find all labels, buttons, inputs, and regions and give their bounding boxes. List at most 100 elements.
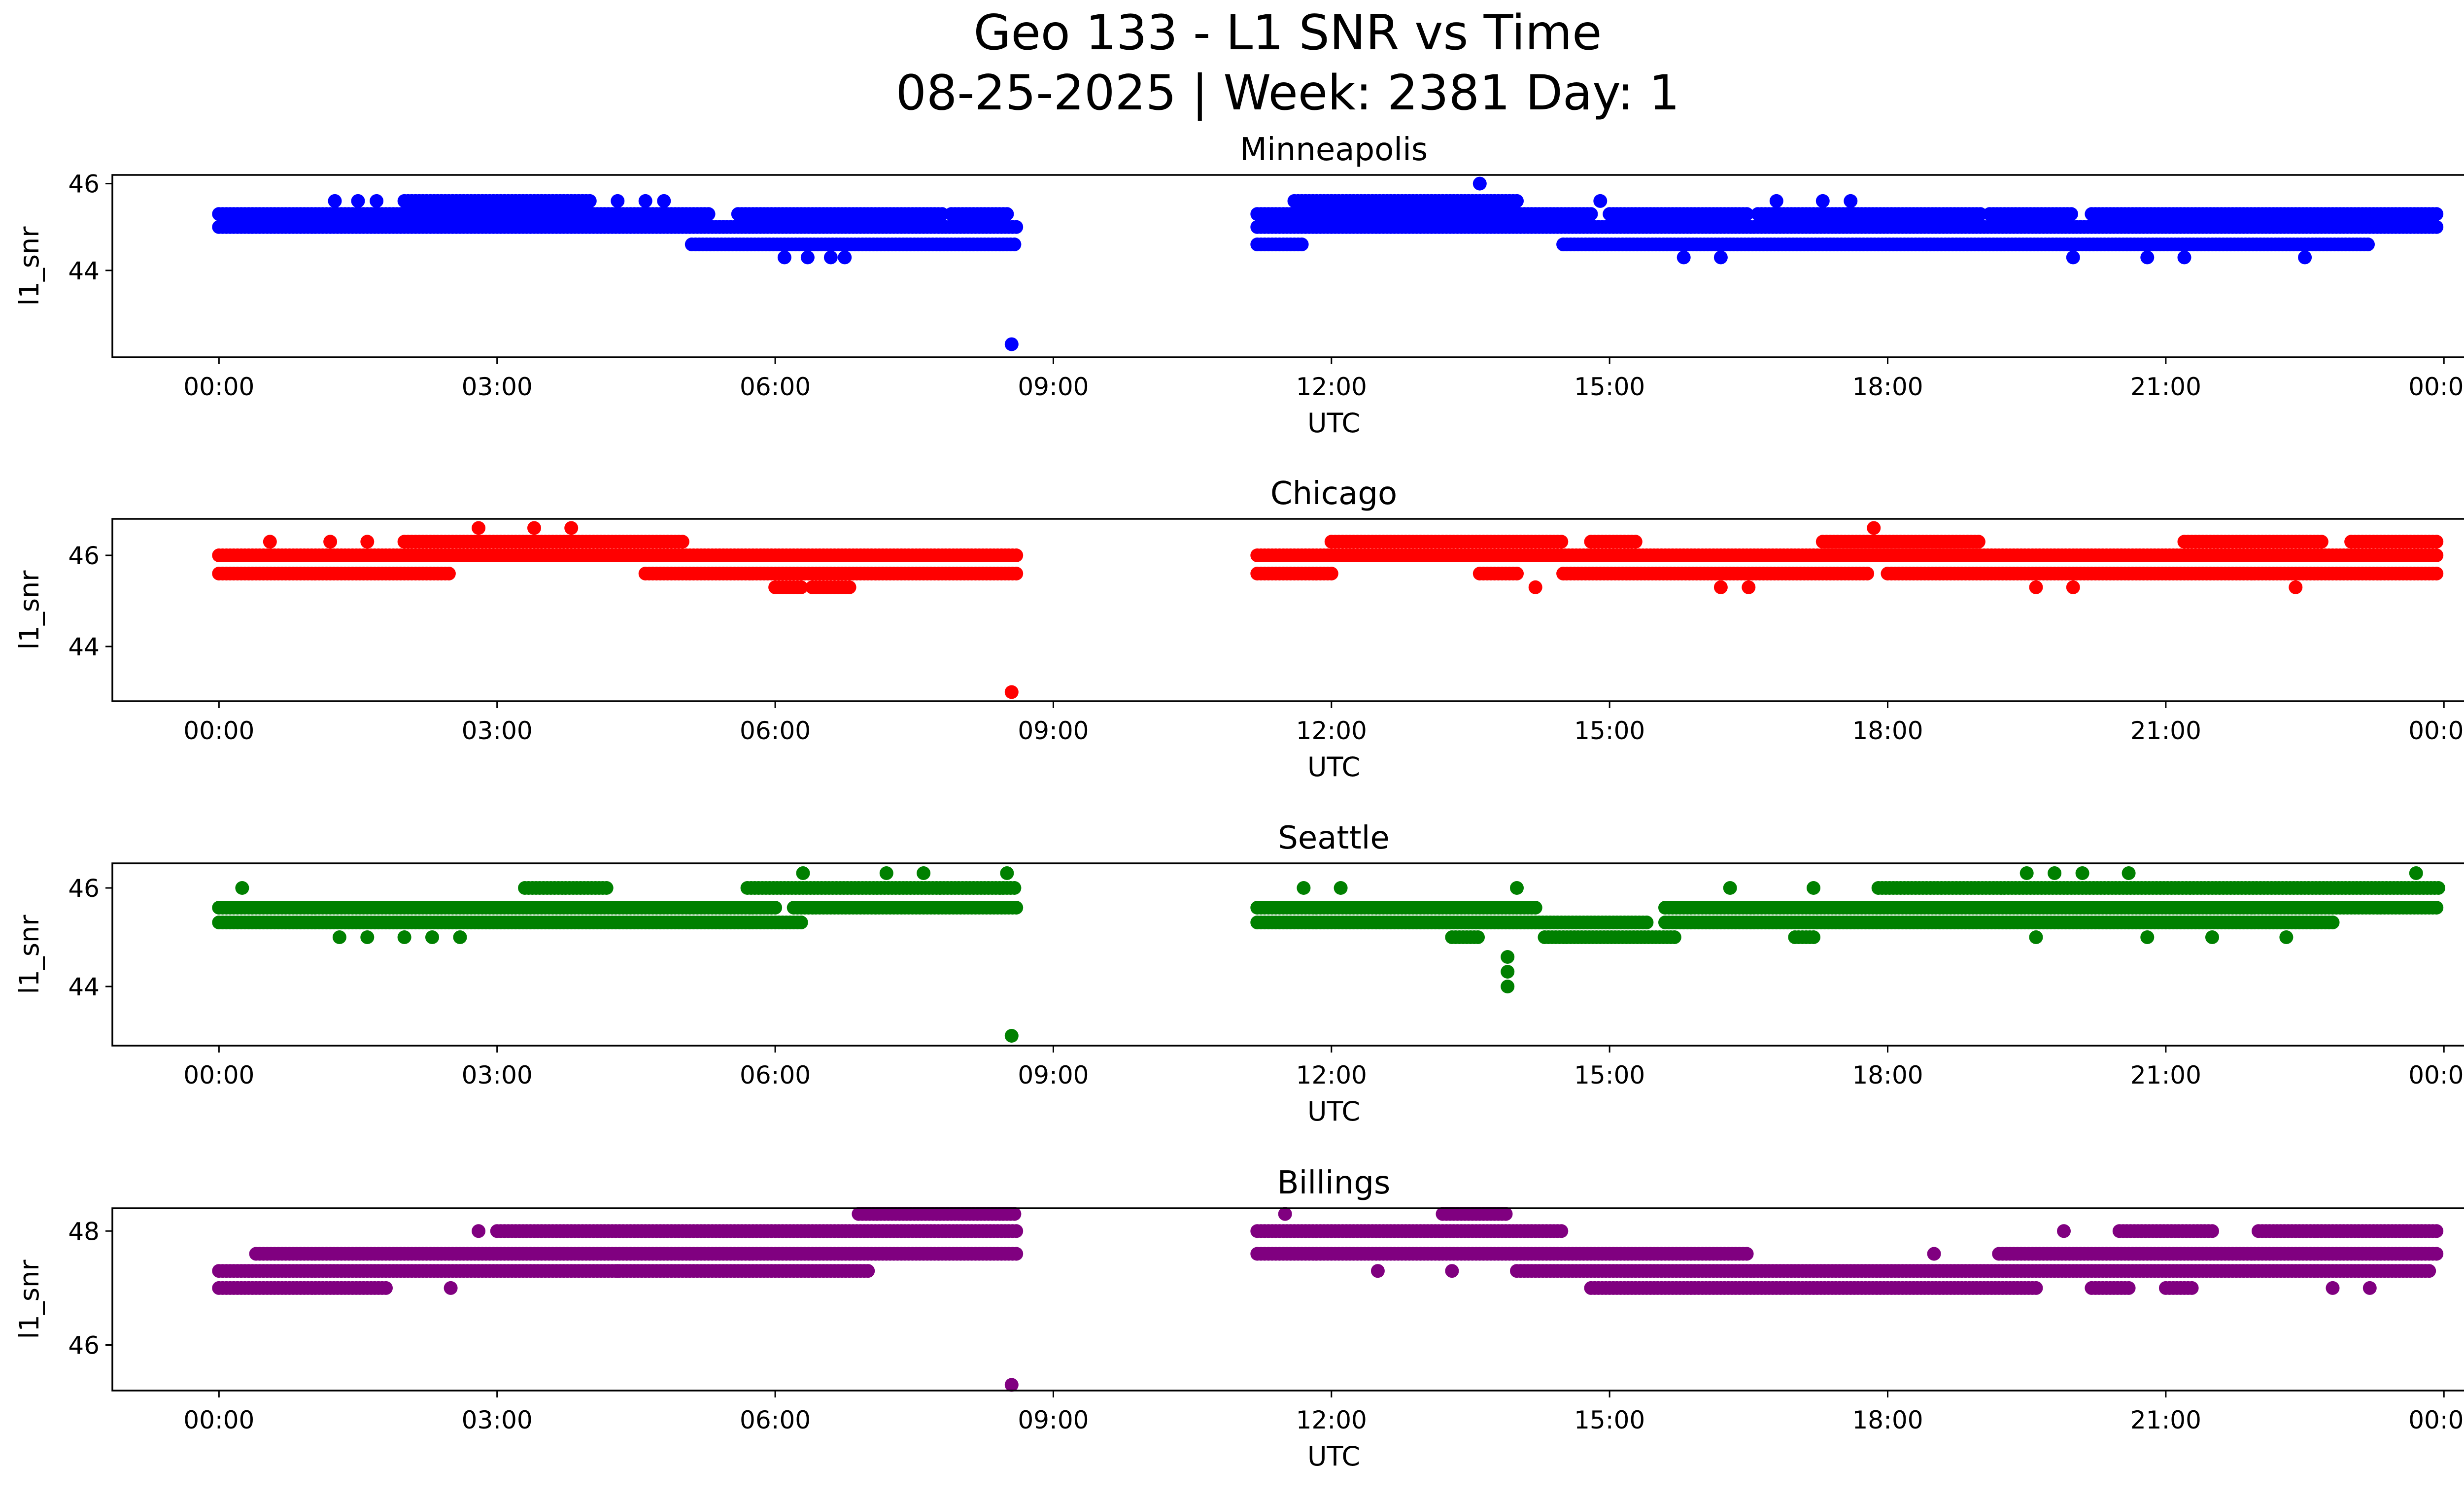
y-axis-label: l1_snr xyxy=(14,570,45,650)
data-point xyxy=(235,881,249,895)
y-tick-label: 46 xyxy=(68,170,100,199)
panel-title: Seattle xyxy=(1278,820,1390,856)
x-tick-label: 21:00 xyxy=(2130,1061,2201,1089)
x-tick-label: 18:00 xyxy=(1852,716,1923,745)
data-point xyxy=(1009,567,1023,580)
x-axis-label: UTC xyxy=(1307,1096,1360,1127)
data-point xyxy=(360,535,374,548)
data-point xyxy=(1714,250,1728,264)
data-point xyxy=(2066,250,2080,264)
data-point xyxy=(796,866,810,880)
data-point xyxy=(1471,930,1485,944)
data-point xyxy=(1770,194,1783,208)
data-point xyxy=(1005,338,1019,351)
data-point xyxy=(1742,580,1755,594)
x-tick-label: 03:00 xyxy=(462,373,533,401)
x-axis-label: UTC xyxy=(1307,751,1360,783)
data-point xyxy=(1640,916,1653,929)
y-tick-label: 46 xyxy=(68,874,100,903)
data-point xyxy=(657,194,671,208)
data-point xyxy=(1723,881,1737,895)
x-tick-label: 15:00 xyxy=(1574,1061,1645,1089)
data-point xyxy=(1554,535,1568,548)
data-point xyxy=(583,194,597,208)
data-point xyxy=(1816,194,1830,208)
data-point xyxy=(1867,521,1881,535)
x-tick-label: 09:00 xyxy=(1018,716,1089,745)
data-point xyxy=(351,194,365,208)
data-point xyxy=(2066,580,2080,594)
data-point xyxy=(2326,916,2340,929)
y-axis-label: l1_snr xyxy=(14,915,45,994)
x-tick-label: 00:00 xyxy=(2408,1061,2464,1089)
x-tick-label: 00:00 xyxy=(2408,716,2464,745)
data-point xyxy=(1009,1247,1023,1261)
data-point xyxy=(801,250,815,264)
data-point xyxy=(1009,548,1023,562)
x-tick-label: 09:00 xyxy=(1018,373,1089,401)
data-point xyxy=(2430,548,2443,562)
data-point xyxy=(1668,930,1681,944)
data-point xyxy=(1501,965,1514,979)
data-point xyxy=(425,930,439,944)
data-point xyxy=(2422,1264,2436,1278)
x-tick-label: 03:00 xyxy=(462,716,533,745)
x-tick-label: 18:00 xyxy=(1852,1061,1923,1089)
data-point xyxy=(1740,1247,1754,1261)
x-tick-label: 00:00 xyxy=(2408,373,2464,401)
data-point xyxy=(370,194,383,208)
data-point xyxy=(527,521,541,535)
y-tick-label: 46 xyxy=(68,542,100,570)
x-tick-label: 06:00 xyxy=(740,716,811,745)
y-tick-label: 44 xyxy=(68,633,100,661)
data-point xyxy=(1334,881,1348,895)
data-point xyxy=(2076,866,2089,880)
data-point xyxy=(2140,930,2154,944)
data-point xyxy=(1000,207,1014,221)
data-point xyxy=(843,580,856,594)
x-tick-label: 06:00 xyxy=(740,373,811,401)
data-point xyxy=(1629,535,1643,548)
data-point xyxy=(323,535,337,548)
panel-title: Billings xyxy=(1277,1165,1391,1201)
x-tick-label: 12:00 xyxy=(1296,1061,1367,1089)
data-point xyxy=(794,916,808,929)
data-point xyxy=(1860,567,1874,580)
data-point xyxy=(2430,1247,2443,1261)
data-point xyxy=(1501,980,1514,993)
data-point xyxy=(1510,567,1524,580)
data-point xyxy=(2430,901,2443,915)
x-axis-label: UTC xyxy=(1307,408,1360,439)
data-point xyxy=(1473,177,1487,191)
x-tick-label: 12:00 xyxy=(1296,716,1367,745)
data-point xyxy=(2430,207,2443,221)
panel-title: Minneapolis xyxy=(1240,132,1428,168)
data-point xyxy=(1501,950,1514,964)
y-tick-label: 44 xyxy=(68,973,100,1001)
data-point xyxy=(2298,250,2312,264)
panel-title: Chicago xyxy=(1270,476,1397,512)
data-point xyxy=(472,521,485,535)
y-tick-label: 44 xyxy=(68,257,100,285)
data-point xyxy=(2029,580,2043,594)
data-point xyxy=(1007,881,1021,895)
x-tick-label: 15:00 xyxy=(1574,716,1645,745)
data-point xyxy=(778,250,791,264)
data-point xyxy=(2029,930,2043,944)
data-point xyxy=(2431,881,2445,895)
data-point xyxy=(917,866,930,880)
data-point xyxy=(1007,238,1021,251)
data-point xyxy=(2430,535,2443,548)
data-point xyxy=(2064,207,2078,221)
data-point xyxy=(861,1264,875,1278)
data-point xyxy=(2048,866,2061,880)
x-tick-label: 21:00 xyxy=(2130,373,2201,401)
data-point xyxy=(263,535,277,548)
data-point xyxy=(564,521,578,535)
data-point xyxy=(1000,866,1014,880)
data-point xyxy=(2205,930,2219,944)
data-point xyxy=(2315,535,2328,548)
x-tick-label: 00:00 xyxy=(183,1061,254,1089)
data-point xyxy=(1005,1029,1019,1043)
data-point xyxy=(2361,238,2375,251)
